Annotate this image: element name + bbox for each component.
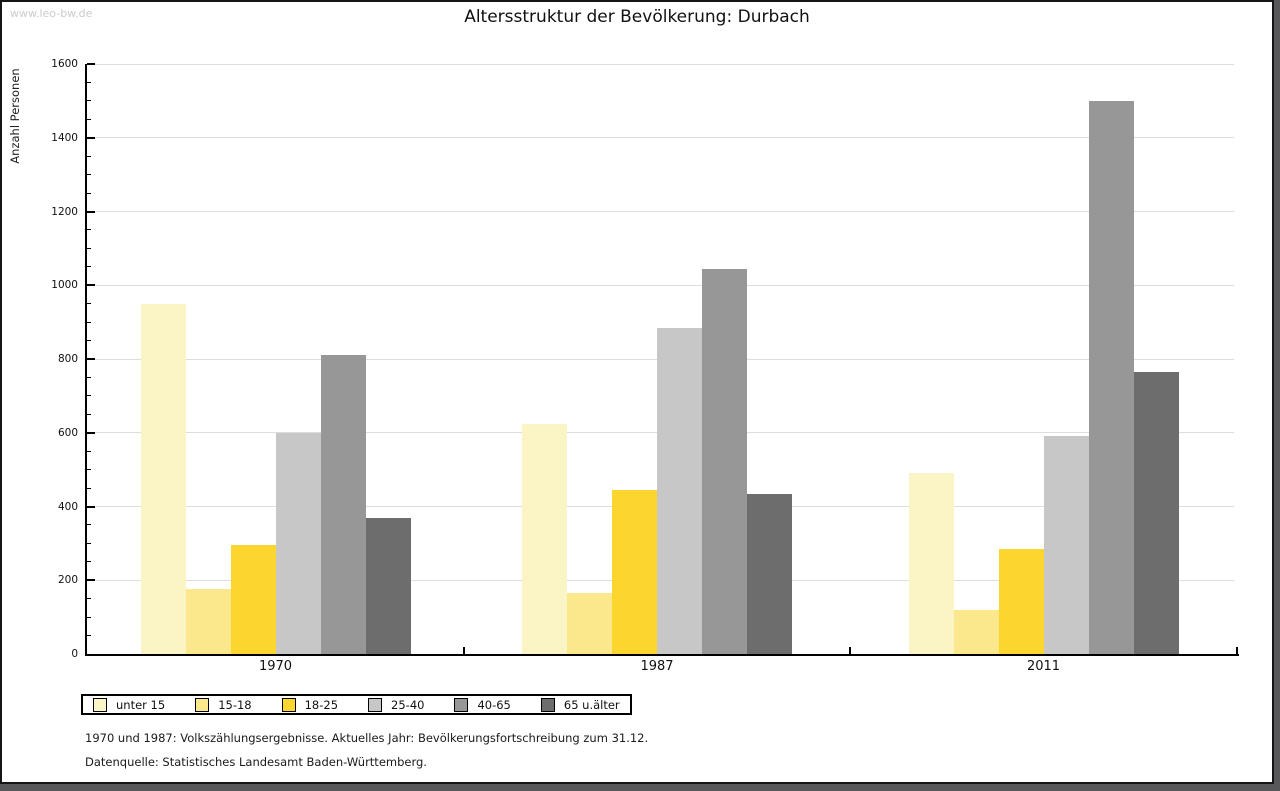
legend-entry-15-18: 15-18 (195, 697, 252, 712)
y-minor-tick (87, 340, 91, 342)
bar-1970-unter 15 (140, 303, 186, 654)
y-tick-label-200: 200 (57, 574, 78, 587)
bar-1987-18-25 (612, 489, 657, 654)
bar-1970-25-40 (275, 432, 321, 654)
legend-label: 15-18 (218, 697, 252, 712)
gridline-1400 (87, 137, 1234, 139)
x-tick-label-1987: 1987 (640, 659, 674, 674)
y-minor-tick (87, 229, 91, 231)
y-minor-tick (87, 174, 91, 176)
footnote-source-note: 1970 und 1987: Volkszählungsergebnisse. … (85, 731, 649, 745)
gridline-1000 (87, 284, 1234, 286)
bar-1987-40-65 (702, 268, 747, 654)
y-major-tick (87, 63, 95, 65)
footnote-data-source: Datenquelle: Statistisches Landesamt Bad… (85, 755, 427, 769)
y-minor-tick (87, 469, 91, 471)
x-tick-mark (1236, 647, 1238, 654)
bar-1987-15-18 (567, 593, 612, 654)
legend-entry-18-25: 18-25 (281, 697, 339, 712)
y-tick-label-1200: 1200 (51, 205, 78, 218)
gridline-1200 (87, 211, 1234, 212)
bar-1987-unter 15 (522, 423, 567, 654)
footnotes: 1970 und 1987: Volkszählungsergebnisse. … (85, 726, 648, 774)
y-tick-label-1400: 1400 (51, 131, 78, 144)
x-axis-line (85, 654, 1239, 656)
legend-entry-25-40: 25-40 (368, 697, 425, 712)
bar-1970-65 u.älter (365, 517, 411, 654)
y-tick-label-400: 400 (57, 500, 78, 513)
y-minor-tick (87, 395, 91, 397)
legend-label: unter 15 (116, 697, 166, 712)
legend-label: 40-65 (477, 697, 511, 712)
gridline-1600 (87, 63, 1234, 65)
y-minor-tick (87, 81, 91, 83)
y-axis-line (85, 64, 87, 656)
chart-title: Altersstruktur der Bevölkerung: Durbach (464, 7, 810, 27)
y-minor-tick (87, 450, 91, 452)
y-minor-tick (87, 376, 91, 378)
bar-1970-18-25 (230, 545, 276, 654)
y-minor-tick (87, 561, 91, 563)
y-minor-tick (87, 321, 91, 323)
y-major-tick (87, 505, 95, 508)
y-minor-tick (87, 616, 91, 618)
bar-2011-25-40 (1043, 436, 1089, 654)
x-tick-mark (463, 647, 465, 654)
y-minor-tick (87, 192, 91, 194)
y-major-tick (87, 210, 95, 213)
legend-swatch-icon (368, 697, 383, 712)
legend-entry-unter 15: unter 15 (93, 697, 166, 712)
y-major-tick (87, 358, 95, 360)
bar-2011-65 u.älter (1133, 371, 1179, 654)
y-minor-tick (87, 303, 91, 305)
y-minor-tick (87, 100, 91, 102)
bar-1987-25-40 (657, 327, 702, 654)
legend-swatch-icon (540, 697, 555, 712)
legend-label: 25-40 (391, 697, 425, 712)
y-minor-tick (87, 413, 91, 415)
legend-label: 65 u.älter (563, 697, 620, 712)
legend-swatch-icon (195, 697, 210, 712)
y-minor-tick (87, 247, 91, 249)
plot-area: 1970 1987 2011 0 200 400 600 800 1000 1200 1400 160… (2, 2, 1272, 782)
legend-entry-40-65: 40-65 (454, 697, 511, 712)
bar-1970-15-18 (185, 589, 231, 654)
bar-2011-40-65 (1088, 100, 1134, 654)
y-minor-tick (87, 266, 91, 268)
legend-swatch-icon (93, 697, 107, 712)
bar-2011-unter 15 (908, 473, 954, 654)
legend-entry-65 u.älter: 65 u.älter (540, 697, 620, 712)
y-tick-label-0: 0 (71, 648, 78, 660)
y-major-tick (87, 136, 95, 139)
y-minor-tick (87, 598, 91, 600)
bar-1987-65 u.älter (747, 493, 792, 654)
bar-2011-18-25 (998, 548, 1044, 654)
y-tick-label-1000: 1000 (51, 279, 78, 292)
watermark-url: www.leo-bw.de (10, 7, 93, 20)
legend-swatch-icon (454, 697, 469, 712)
y-tick-label-1600: 1600 (51, 58, 78, 70)
bar-1970-40-65 (320, 355, 366, 654)
x-tick-label-1970: 1970 (258, 659, 293, 674)
y-minor-tick (87, 487, 91, 489)
legend-label: 18-25 (304, 697, 339, 712)
legend: unter 15 15-18 18-25 25-40 40-65 65 u.älter (81, 694, 632, 715)
y-major-tick (87, 579, 95, 582)
y-minor-tick (87, 542, 91, 544)
bar-2011-15-18 (953, 609, 999, 654)
y-tick-label-800: 800 (57, 353, 78, 365)
y-major-tick (87, 431, 95, 434)
legend-swatch-icon (281, 697, 296, 712)
y-minor-tick (87, 155, 91, 157)
x-tick-mark (849, 647, 851, 654)
y-minor-tick (87, 118, 91, 120)
y-minor-tick (87, 635, 91, 637)
y-major-tick (87, 284, 95, 287)
y-tick-label-600: 600 (57, 426, 78, 439)
y-minor-tick (87, 524, 91, 526)
x-tick-label-2011: 2011 (1026, 659, 1061, 674)
